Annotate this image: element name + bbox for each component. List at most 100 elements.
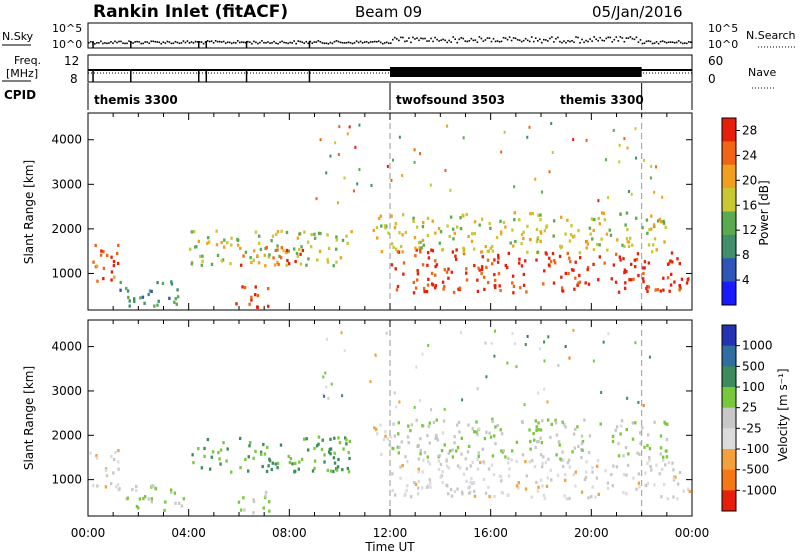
range-cell xyxy=(478,223,481,227)
range-cell xyxy=(254,230,258,234)
range-cell xyxy=(566,251,569,255)
range-cell xyxy=(324,371,327,375)
range-cell xyxy=(426,283,430,287)
range-cell xyxy=(610,473,613,477)
nsky-point xyxy=(383,42,386,44)
range-cell xyxy=(625,492,628,496)
range-cell xyxy=(380,224,383,228)
range-cell xyxy=(128,299,131,303)
range-cell xyxy=(593,218,596,222)
range-cell xyxy=(476,457,479,462)
range-cell xyxy=(617,454,621,458)
range-cell xyxy=(299,252,302,256)
nsky-point xyxy=(488,37,491,39)
y-tick-label: 3000 xyxy=(51,384,82,398)
range-cell xyxy=(535,240,539,244)
range-cell xyxy=(327,450,331,454)
range-cell xyxy=(427,424,431,429)
range-cell xyxy=(336,465,340,469)
nsky-point xyxy=(412,36,414,39)
range-cell xyxy=(343,176,346,180)
range-cell xyxy=(426,459,430,463)
nsky-point xyxy=(687,41,690,43)
range-cell xyxy=(268,459,272,463)
range-cell xyxy=(615,252,618,256)
range-cell xyxy=(580,455,583,460)
range-cell xyxy=(302,437,306,441)
range-cell xyxy=(500,449,503,453)
range-cell xyxy=(316,258,319,262)
range-cell xyxy=(337,457,340,462)
range-cell xyxy=(345,438,348,442)
nsky-point xyxy=(565,41,567,44)
range-cell xyxy=(241,285,244,289)
range-cell xyxy=(141,295,145,299)
range-cell xyxy=(332,456,336,460)
range-cell xyxy=(219,462,222,466)
cpid-segment-label: twofsound 3503 xyxy=(396,93,505,107)
range-cell xyxy=(92,260,95,264)
range-cell xyxy=(318,249,322,254)
nsky-point xyxy=(468,40,471,42)
range-cell xyxy=(170,282,174,286)
range-cell xyxy=(501,491,505,495)
range-cell xyxy=(305,437,308,441)
range-cell xyxy=(276,244,279,248)
range-cell xyxy=(626,146,629,150)
range-cell xyxy=(256,254,259,258)
range-cell xyxy=(451,455,455,459)
range-cell xyxy=(119,288,122,292)
range-cell xyxy=(688,489,692,494)
nsky-point xyxy=(551,36,553,38)
range-cell xyxy=(510,449,514,453)
range-cell xyxy=(156,280,159,285)
range-cell xyxy=(114,450,117,455)
range-cell xyxy=(263,452,267,456)
range-cell xyxy=(646,231,649,235)
range-cell xyxy=(475,420,478,424)
range-cell xyxy=(211,450,215,454)
range-cell xyxy=(442,419,446,423)
range-cell xyxy=(332,264,335,268)
range-cell xyxy=(487,485,490,489)
nsky-tick-top: 10^5 xyxy=(52,22,82,35)
nsky-point xyxy=(635,36,638,39)
nsky-point xyxy=(345,42,348,44)
range-cell xyxy=(435,418,438,422)
range-cell xyxy=(453,441,456,445)
range-cell xyxy=(397,451,401,455)
nsky-point xyxy=(480,37,483,40)
range-cell xyxy=(541,484,544,488)
range-cell xyxy=(500,432,504,436)
nsky-point xyxy=(661,40,664,42)
range-cell xyxy=(320,447,324,452)
range-cell xyxy=(420,246,423,250)
nsky-point xyxy=(470,37,473,40)
range-cell xyxy=(299,262,303,266)
nsky-point xyxy=(230,42,233,45)
range-cell xyxy=(540,440,544,445)
y-tick-label: 4000 xyxy=(51,133,82,147)
range-cell xyxy=(491,419,494,424)
range-cell xyxy=(438,454,441,458)
range-cell xyxy=(427,277,430,281)
range-cell xyxy=(112,457,116,462)
range-cell xyxy=(605,232,609,236)
range-cell xyxy=(489,246,492,250)
range-cell xyxy=(632,277,635,281)
range-cell xyxy=(568,239,572,243)
nsky-point xyxy=(510,39,513,42)
range-cell xyxy=(313,232,316,236)
range-cell xyxy=(493,273,496,277)
range-cell xyxy=(105,253,109,257)
range-cell xyxy=(413,405,416,409)
nsky-point xyxy=(156,41,159,43)
range-cell xyxy=(644,471,647,475)
range-cell xyxy=(464,457,468,461)
nsky-point xyxy=(359,40,362,43)
nsky-point xyxy=(450,41,452,43)
range-cell xyxy=(462,246,465,250)
range-cell xyxy=(112,471,115,475)
range-cell xyxy=(586,242,590,246)
range-cell xyxy=(439,230,443,234)
